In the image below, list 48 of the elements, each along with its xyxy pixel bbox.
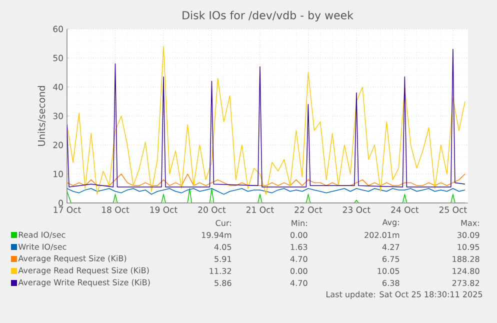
text: 5.86 — [214, 280, 232, 286]
x-tick-label: 23 Oct — [342, 206, 370, 213]
text: Cur: — [216, 220, 231, 226]
text: 11.32 — [210, 268, 232, 274]
x-tick-label: 24 Oct — [391, 206, 419, 213]
y-tick-label: 50 — [53, 54, 63, 62]
text: 273.82 — [452, 280, 480, 286]
y-tick-label: 40 — [53, 84, 63, 90]
text: 6.75 — [382, 256, 400, 262]
text: 5.91 — [214, 256, 232, 262]
text: Max: — [461, 220, 479, 226]
y-tick-label: 20 — [53, 142, 63, 148]
legend-label: Average Request Size (KiB) — [18, 255, 126, 263]
legend-label: Average Read Request Size (KiB) — [18, 267, 149, 275]
text: 4.70 — [290, 256, 308, 262]
text: Last update: Sat Oct 25 18:30:11 2025 — [326, 291, 482, 299]
text: 202.01m — [364, 232, 400, 238]
text: 124.80 — [452, 268, 480, 274]
y-tick-label: 60 — [53, 26, 63, 32]
x-tick-label: 19 Oct — [150, 206, 178, 213]
text: 10.05 — [378, 268, 400, 274]
x-tick-label: 22 Oct — [294, 206, 322, 213]
y-tick-label: 0 — [58, 200, 63, 206]
x-tick-label: 17 Oct — [54, 206, 81, 213]
legend-label: Write IO/sec — [18, 244, 66, 250]
y-tick-label: 10 — [54, 170, 63, 178]
text: 1.63 — [290, 244, 308, 250]
text: Min: — [292, 220, 307, 226]
text: 30.09 — [458, 232, 480, 238]
text: Avg: — [382, 219, 399, 227]
legend-label: Read IO/sec — [18, 232, 66, 238]
text: 6.38 — [382, 280, 400, 286]
text: 10.95 — [458, 244, 480, 250]
text: 19.94m — [202, 232, 232, 238]
text: 0.00 — [290, 268, 308, 274]
text: 4.05 — [214, 244, 232, 250]
chart-title: Disk IOs for /dev/vdb - by week — [182, 10, 354, 22]
text: 4.27 — [382, 244, 400, 250]
x-tick-label: 25 Oct — [439, 206, 467, 213]
x-tick-label: 18 Oct — [102, 206, 130, 213]
legend-label: Average Write Request Size (KiB) — [18, 279, 150, 287]
x-tick-label: 20 Oct — [198, 206, 226, 213]
text: 4.70 — [290, 280, 308, 286]
text: 0.00 — [290, 232, 308, 238]
text: 188.28 — [452, 256, 480, 262]
y-axis-title: Units/second — [38, 86, 46, 146]
x-tick-label: 21 Oct — [246, 206, 274, 213]
y-tick-label: 30 — [53, 112, 63, 120]
